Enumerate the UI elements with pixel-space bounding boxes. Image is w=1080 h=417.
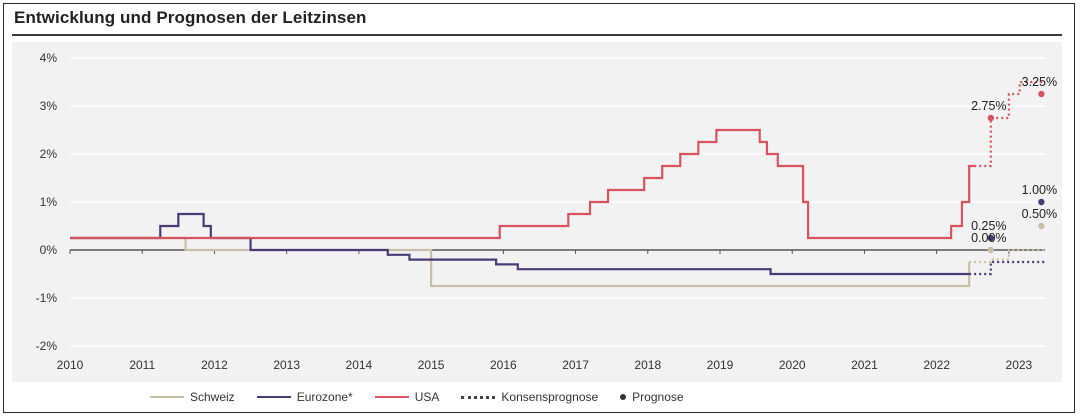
prognose-label-eurozone: 1.00% [1022,183,1057,197]
legend-swatch-usa [374,396,409,398]
y-tick-label: -2% [36,339,58,353]
y-tick-label: 0% [40,243,58,257]
prognose-label-usa: 3.25% [1022,75,1057,89]
legend-item-eurozone: Eurozone* [256,390,353,404]
x-tick-label: 2023 [1006,358,1033,372]
x-tick-label: 2015 [418,358,445,372]
prognose-point-schweiz [987,246,995,254]
x-tick-label: 2013 [273,358,300,372]
legend-item-prognose: Prognose [620,390,684,404]
legend-swatch-schweiz [150,396,184,398]
x-axis-ticks: 2010 2011 2012 2013 2014 2015 2016 2017 2018 2019… [57,250,1033,372]
series-lines [70,128,975,288]
series-line-eurozone [70,212,970,276]
legend-label-usa: USA [414,390,440,404]
y-axis-ticks: 4% 3% 2% 1% 0% -1% -2% [36,51,58,353]
x-tick-label: 2019 [707,358,734,372]
y-tick-label: 1% [40,195,58,209]
x-tick-label: 2016 [490,358,517,372]
prognose-point-eurozone [1038,198,1045,206]
title-rule [12,34,1062,36]
series-line-schweiz [70,236,971,288]
x-tick-label: 2017 [562,358,589,372]
legend-item-schweiz: Schweiz [150,390,235,404]
x-tick-label: 2012 [201,358,228,372]
prognose-point-schweiz [1038,222,1045,230]
legend: Schweiz Eurozone* USA Konsensprognose Pr… [150,388,684,406]
prognose-point-usa [987,114,995,122]
legend-swatch-konsensprognose [461,395,496,399]
legend-dot-prognose [620,394,627,400]
plot-area [12,42,1062,382]
legend-label-eurozone: Eurozone* [296,390,353,404]
x-tick-label: 2022 [923,358,950,372]
forecast-lines [969,80,1045,276]
series-line-usa [70,128,975,240]
prognose-label-eurozone: 0.25% [971,219,1006,233]
prognose-label-schweiz: 0.50% [1022,207,1057,221]
legend-swatch-eurozone [256,396,291,398]
x-tick-label: 2018 [634,358,661,372]
forecast-labels: 2.75% 3.25% 0.25% 1.00% 0.00% 0.50% [971,75,1057,245]
konsensprognose-line-schweiz [969,248,1045,264]
legend-item-konsensprognose: Konsensprognose [461,390,598,404]
grid [70,57,1045,347]
forecast-points [987,90,1045,254]
y-tick-label: -1% [36,291,58,305]
legend-item-usa: USA [374,390,440,404]
x-tick-label: 2011 [129,358,155,372]
konsensprognose-line-eurozone [969,260,1045,276]
legend-label-konsensprognose: Konsensprognose [501,390,599,404]
y-tick-label: 3% [40,99,58,113]
prognose-point-eurozone [987,234,995,242]
y-tick-label: 2% [40,147,58,161]
x-tick-label: 2020 [779,358,806,372]
y-tick-label: 4% [40,51,58,65]
chart-title: Entwicklung und Prognosen der Leitzinsen [14,8,367,27]
legend-label-prognose: Prognose [632,390,684,404]
prognose-label-schweiz: 0.00% [971,231,1006,245]
x-tick-label: 2010 [57,358,84,372]
prognose-label-usa: 2.75% [971,99,1006,113]
x-tick-label: 2021 [851,358,878,372]
legend-label-schweiz: Schweiz [190,390,235,404]
x-tick-label: 2014 [346,358,373,372]
prognose-point-usa [1038,90,1045,98]
